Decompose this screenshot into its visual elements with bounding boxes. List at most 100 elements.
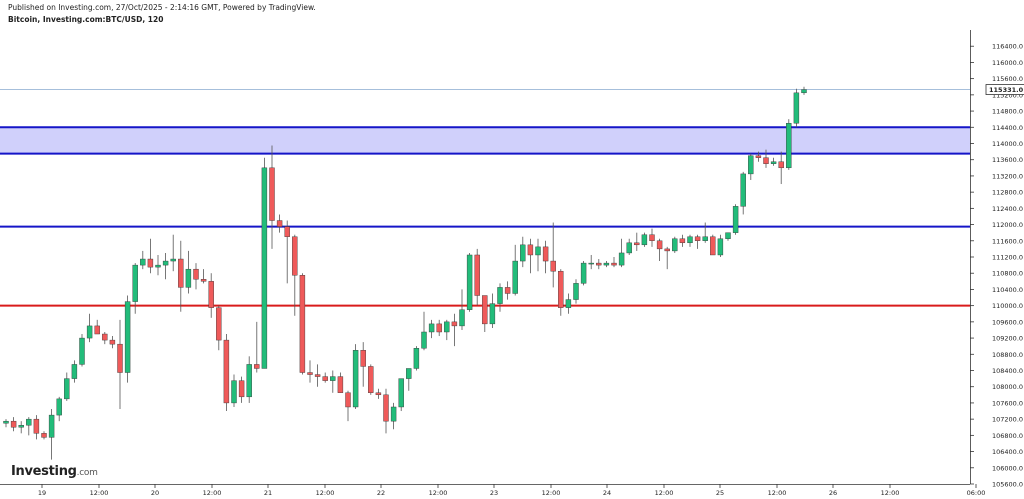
x-tick-label: 12:00 [316,489,335,497]
candle-body [383,394,389,422]
candle-body [330,376,336,381]
candle-body [786,123,792,169]
candle-body [322,376,328,381]
candle-body [185,268,192,288]
y-tick-label: 108400.0 [992,367,1023,375]
logo-suffix: .com [76,468,98,478]
candle-body [292,236,298,276]
candle-body [444,321,450,333]
candle-body [170,258,176,262]
y-tick-label: 114000.0 [992,140,1023,148]
candle-body [64,378,70,400]
candle-body [261,167,268,369]
candle-body [520,244,526,262]
last-price-badge [985,84,1024,95]
candle-body [755,155,762,158]
y-tick-label: 112400.0 [992,205,1023,213]
logo-main: Investing [11,464,77,479]
candle-body [725,232,731,239]
candle-body [748,155,754,175]
candle-body [33,418,40,434]
candle-body [124,301,131,373]
candle-body [664,248,670,252]
y-tick-label: 109200.0 [992,335,1023,343]
y-tick-label: 107200.0 [992,416,1023,424]
candle-body [238,380,245,398]
y-tick-label: 108000.0 [992,383,1023,391]
candle-body [710,236,716,256]
published-line: Published on Investing.com, 27/Oct/2025 … [8,3,316,12]
x-tick-label: 26 [829,489,837,497]
candle-body [368,366,374,393]
candle-body [269,167,275,221]
candle-body [132,264,138,302]
candle-body [48,414,55,438]
candle-body [694,236,701,241]
x-tick-label: 12:00 [542,489,561,497]
y-tick-label: 114800.0 [992,108,1023,116]
candle-body [231,380,237,404]
x-tick-label: 24 [603,489,611,497]
candle-body [588,262,594,265]
candle-body [345,392,351,408]
y-tick-label: 111600.0 [992,237,1023,245]
last-price-label: 115331.0 [989,86,1024,94]
candle-body [717,238,724,256]
candle-body [284,226,290,237]
candle-body [596,262,602,266]
candle-body [102,333,108,341]
symbol-line: Bitcoin, Investing.com:BTC/USD, 120 [8,15,164,24]
candle-body [763,157,769,164]
candle-body [299,275,306,373]
y-tick-label: 109600.0 [992,318,1023,326]
candle-body [109,339,116,345]
candle-body [611,262,617,266]
candle-body [10,420,17,428]
candle-body [276,220,283,227]
x-tick-label: 06:00 [967,489,986,497]
y-tick-label: 112800.0 [992,189,1023,197]
candle-body [41,433,47,438]
chart-header: Published on Investing.com, 27/Oct/2025 … [8,3,316,24]
candle-body [801,89,807,94]
candle-body [565,299,572,308]
y-tick-label: 107600.0 [992,399,1023,407]
candle-body [3,420,9,424]
candle-body [337,376,344,393]
candle-body [79,337,85,365]
candle-body [451,321,458,327]
candle-body [352,350,359,408]
y-tick-label: 114400.0 [992,124,1023,132]
candle-body [216,307,222,341]
y-tick-label: 106000.0 [992,464,1023,472]
candle-body [603,262,610,266]
x-tick-label: 19 [38,489,46,497]
y-tick-label: 110400.0 [992,286,1023,294]
candle-body [542,246,549,262]
y-tick-label: 112000.0 [992,221,1023,229]
x-tick-label: 25 [716,489,724,497]
candle-body [672,238,678,252]
candle-body [535,246,541,256]
investing-logo: Investing.com [11,464,98,479]
candle-body [482,295,488,325]
candle-body [649,234,655,241]
y-tick-label: 115600.0 [992,75,1023,83]
candle-body [466,254,473,310]
x-tick-label: 12:00 [881,489,900,497]
candle-body [193,268,199,280]
candle-body [421,331,427,349]
candle-body [550,260,556,272]
y-tick-label: 110800.0 [992,270,1023,278]
candle-body [360,350,366,367]
candle-body [732,206,739,233]
candle-body [512,260,518,294]
candle-body [436,323,442,333]
candle-body [702,236,708,241]
candle-body [428,323,435,333]
candle-body [618,252,625,266]
candle-body [770,161,777,164]
candle-body [634,242,640,246]
candle-body [497,287,503,304]
